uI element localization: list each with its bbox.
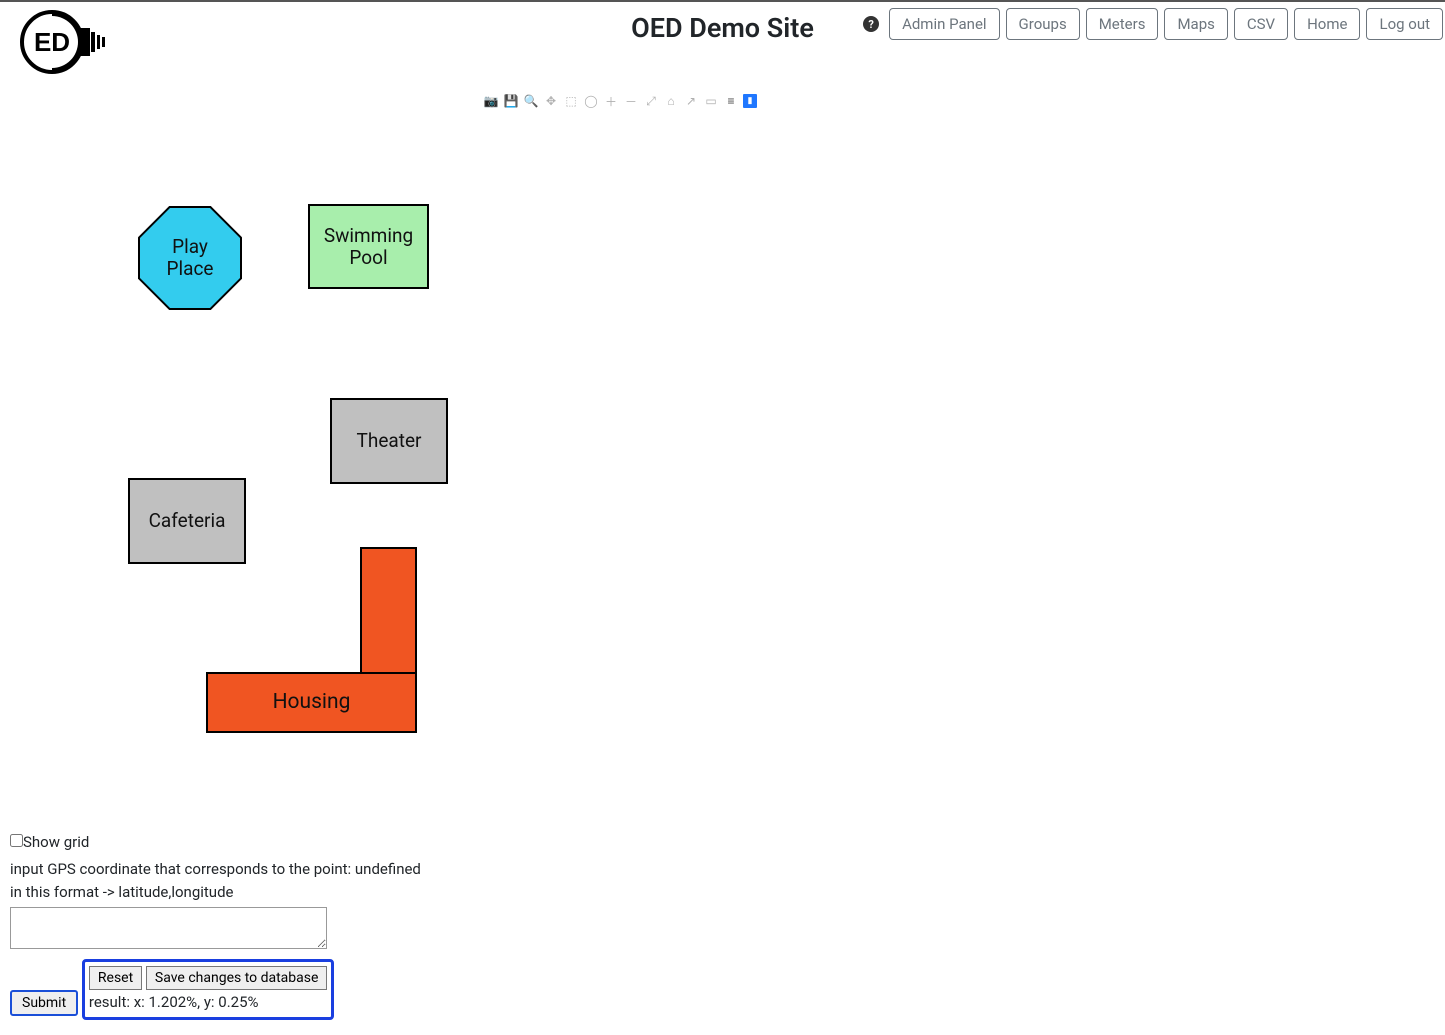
- header: ED OED Demo Site ? Admin Panel Groups Me…: [0, 2, 1445, 82]
- box-select-icon[interactable]: ⬚: [563, 93, 579, 109]
- save-image-icon[interactable]: 💾: [503, 93, 519, 109]
- zoom-in-icon[interactable]: ＋: [603, 93, 619, 109]
- nav-groups[interactable]: Groups: [1006, 8, 1080, 40]
- hover-closest-icon[interactable]: ▭: [703, 93, 719, 109]
- autoscale-icon[interactable]: ⤢: [643, 93, 659, 109]
- svg-text:ED: ED: [34, 27, 70, 57]
- nav-home[interactable]: Home: [1294, 8, 1360, 40]
- submit-button[interactable]: Submit: [10, 990, 78, 1016]
- map-controls: Show grid input GPS coordinate that corr…: [10, 832, 421, 1020]
- camera-icon[interactable]: 📷: [483, 93, 499, 109]
- page-title: OED Demo Site: [631, 12, 814, 44]
- save-changes-button[interactable]: Save changes to database: [146, 966, 328, 990]
- gps-instruction-line2: in this format -> latitude,longitude: [10, 882, 421, 903]
- zoom-out-icon[interactable]: －: [623, 93, 639, 109]
- reset-button[interactable]: Reset: [89, 966, 142, 990]
- plot-toolbar: 📷💾🔍✥⬚◯＋－⤢⌂↗▭≡ ▮: [483, 93, 757, 109]
- reset-axes-icon[interactable]: ⌂: [663, 93, 679, 109]
- shape-cafeteria[interactable]: Cafeteria: [128, 478, 246, 564]
- show-grid-checkbox[interactable]: [10, 834, 23, 847]
- pan-icon[interactable]: ✥: [543, 93, 559, 109]
- save-reset-box: Reset Save changes to database result: x…: [82, 959, 335, 1020]
- spike-line-icon[interactable]: ↗: [683, 93, 699, 109]
- help-icon[interactable]: ?: [863, 16, 879, 32]
- nav-logout[interactable]: Log out: [1366, 8, 1443, 40]
- plotly-logo-icon[interactable]: ▮: [743, 94, 757, 108]
- shape-housing_v[interactable]: [360, 547, 417, 675]
- hover-compare-icon[interactable]: ≡: [723, 93, 739, 109]
- gps-instruction-line1: input GPS coordinate that corresponds to…: [10, 859, 421, 880]
- shape-play_place[interactable]: PlayPlace: [140, 208, 240, 308]
- nav-maps[interactable]: Maps: [1164, 8, 1227, 40]
- map-canvas[interactable]: PlayPlace SwimmingPool Theater Cafeteria Hou…: [10, 110, 745, 810]
- shape-swimming_pool[interactable]: SwimmingPool: [308, 204, 429, 289]
- oed-logo[interactable]: ED: [18, 8, 118, 76]
- lasso-icon[interactable]: ◯: [583, 93, 599, 109]
- result-text: result: x: 1.202%, y: 0.25%: [89, 992, 328, 1013]
- show-grid-label: Show grid: [23, 833, 89, 851]
- nav-bar: ? Admin Panel Groups Meters Maps CSV Hom…: [863, 8, 1445, 40]
- gps-input[interactable]: [10, 907, 327, 949]
- zoom-icon[interactable]: 🔍: [523, 93, 539, 109]
- shape-theater[interactable]: Theater: [330, 398, 448, 484]
- nav-meters[interactable]: Meters: [1086, 8, 1159, 40]
- shape-housing_h[interactable]: Housing: [206, 672, 417, 733]
- nav-admin-panel[interactable]: Admin Panel: [889, 8, 999, 40]
- nav-csv[interactable]: CSV: [1234, 8, 1288, 40]
